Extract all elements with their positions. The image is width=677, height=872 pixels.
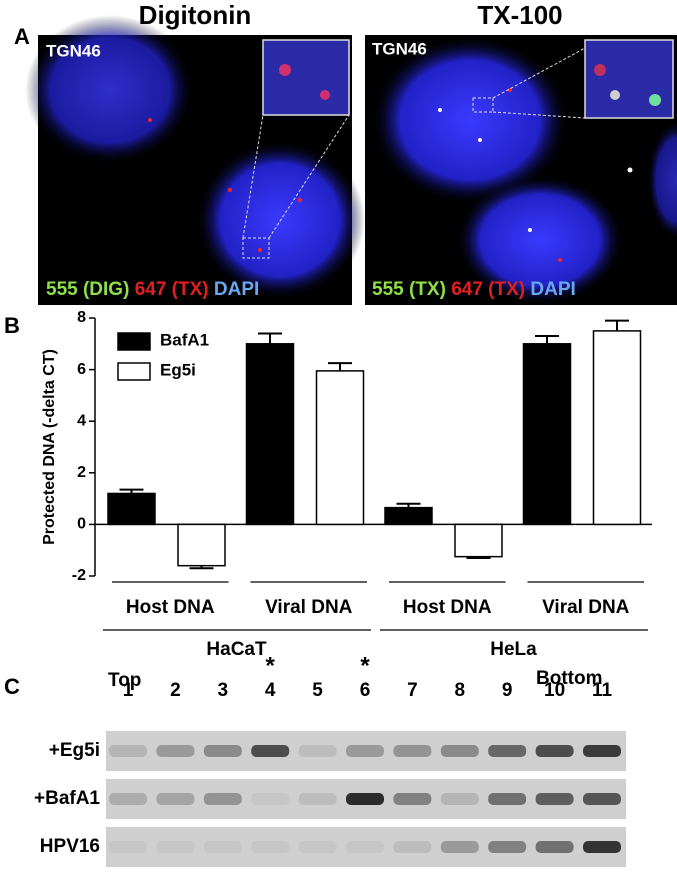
gel-band [109, 793, 147, 805]
group-label: HaCaT [206, 639, 267, 660]
lane-label: 7 [407, 680, 418, 701]
gel-band [156, 745, 195, 757]
bar [384, 506, 433, 526]
gel-band [535, 745, 574, 757]
gel-band [109, 841, 147, 853]
channel: 647 (TX) [135, 279, 209, 300]
gel-band [440, 745, 479, 757]
gel-band [583, 841, 621, 853]
gel-row-label: HPV16 [40, 836, 100, 857]
panel-label: C [4, 674, 20, 699]
lane-label: 10 [544, 680, 565, 701]
gel-band [583, 745, 621, 757]
image-title: TX-100 [477, 0, 562, 30]
x-tick-label: Host DNA [403, 597, 492, 618]
channel: 555 (TX) [372, 279, 446, 300]
bar [245, 343, 295, 526]
gel-band [488, 841, 527, 853]
gel-band [346, 793, 384, 805]
gel-band [156, 793, 195, 805]
bar [522, 343, 572, 526]
gel-band [488, 793, 527, 805]
gel-band [346, 841, 384, 853]
gel-band [393, 793, 432, 805]
marker-label: TGN46 [46, 41, 101, 60]
y-tick-label: -2 [72, 567, 86, 584]
bar [107, 492, 156, 526]
gel-band [251, 793, 290, 805]
marker-label: TGN46 [372, 39, 427, 58]
micrograph [25, 15, 365, 305]
bar [315, 370, 365, 526]
panel-label: A [14, 24, 30, 49]
gel-band [298, 793, 337, 805]
lane-label: 3 [218, 680, 229, 701]
gel-band [535, 841, 574, 853]
x-tick-label: Host DNA [126, 597, 215, 618]
channel: 647 (TX) [451, 279, 525, 300]
gel-row-label: +Eg5i [49, 740, 100, 761]
gel-bottom: Bottom [536, 668, 602, 689]
legend-swatch [117, 332, 151, 351]
y-axis-label: Protected DNA (-delta CT) [41, 349, 58, 545]
legend-label: BafA1 [160, 330, 209, 349]
x-tick-label: Viral DNA [542, 597, 630, 618]
image-title: Digitonin [139, 0, 252, 30]
channel: DAPI [530, 279, 575, 300]
channel-legend: 555 (TX) 647 (TX) DAPI [372, 279, 576, 300]
y-tick-label: 0 [77, 516, 86, 533]
bar [177, 523, 226, 567]
legend-label: Eg5i [160, 360, 196, 379]
bar [454, 523, 503, 558]
gel-band [203, 841, 242, 853]
lane-label: 1 [123, 680, 134, 701]
asterisk: * [360, 652, 370, 679]
lane-label: 2 [170, 680, 181, 701]
lane-label: 5 [312, 680, 323, 701]
gel-band [488, 745, 527, 757]
gel-band [298, 841, 337, 853]
group-label: HeLa [490, 639, 537, 660]
gel-band [109, 745, 147, 757]
gel-band [203, 745, 242, 757]
panel-label: B [4, 313, 20, 338]
gel-row-label: +BafA1 [34, 788, 100, 809]
gel-band [203, 793, 242, 805]
x-tick-label: Viral DNA [265, 597, 353, 618]
gel-band [583, 793, 621, 805]
lane-label: 8 [455, 680, 466, 701]
legend-swatch [117, 362, 151, 381]
channel: DAPI [214, 279, 259, 300]
y-tick-label: 6 [77, 361, 86, 378]
gel-band [440, 841, 479, 853]
channel: 555 (DIG) [46, 279, 129, 300]
micrograph [365, 35, 677, 305]
bar [592, 330, 642, 526]
gel-band [156, 841, 195, 853]
y-tick-label: 8 [77, 309, 86, 326]
y-tick-label: 2 [77, 464, 86, 481]
gel-band [346, 745, 384, 757]
gel-band [535, 793, 574, 805]
gel-band [251, 745, 290, 757]
lane-label: 9 [502, 680, 513, 701]
gel-top: Top [108, 670, 141, 691]
asterisk: * [266, 652, 276, 679]
gel-band [393, 745, 432, 757]
channel-legend: 555 (DIG) 647 (TX) DAPI [46, 279, 259, 300]
lane-label: 6 [360, 680, 371, 701]
gel-band [393, 841, 432, 853]
y-tick-label: 4 [77, 412, 86, 429]
gel-band [251, 841, 290, 853]
lane-label: 4 [265, 680, 276, 701]
lane-label: 11 [592, 680, 613, 701]
gel-band [298, 745, 337, 757]
gel-band [440, 793, 479, 805]
